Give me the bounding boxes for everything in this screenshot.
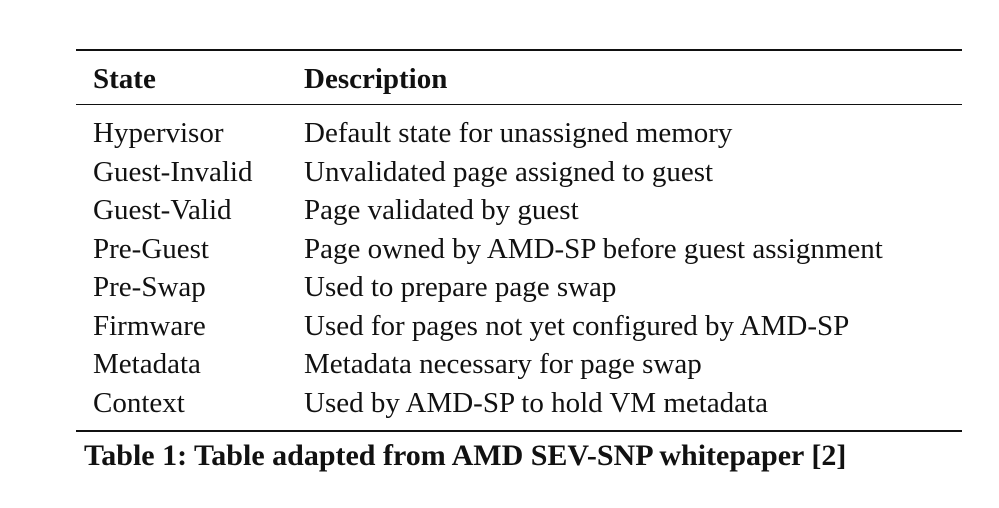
row-description: Default state for unassigned memory	[304, 117, 733, 149]
row-state: Guest-Valid	[93, 194, 232, 226]
table-bottom-rule	[76, 430, 962, 432]
row-description: Page validated by guest	[304, 194, 579, 226]
row-description: Metadata necessary for page swap	[304, 348, 702, 380]
table-caption: Table 1: Table adapted from AMD SEV-SNP …	[84, 439, 847, 472]
row-description: Page owned by AMD-SP before guest assign…	[304, 232, 883, 265]
row-state: Pre-Swap	[93, 271, 206, 303]
header-state: State	[93, 63, 156, 95]
row-state: Guest-Invalid	[93, 155, 253, 188]
row-state: Pre-Guest	[93, 232, 209, 265]
row-state: Firmware	[93, 309, 206, 342]
table-top-rule	[76, 49, 962, 51]
row-state: Context	[93, 386, 185, 419]
table-header-rule	[76, 104, 962, 105]
row-state: Hypervisor	[93, 117, 224, 149]
header-description: Description	[304, 63, 448, 95]
row-state: Metadata	[93, 348, 201, 380]
row-description: Used for pages not yet configured by AMD…	[304, 309, 850, 342]
row-description: Used by AMD-SP to hold VM metadata	[304, 386, 768, 419]
row-description: Used to prepare page swap	[304, 271, 617, 303]
row-description: Unvalidated page assigned to guest	[304, 155, 714, 188]
